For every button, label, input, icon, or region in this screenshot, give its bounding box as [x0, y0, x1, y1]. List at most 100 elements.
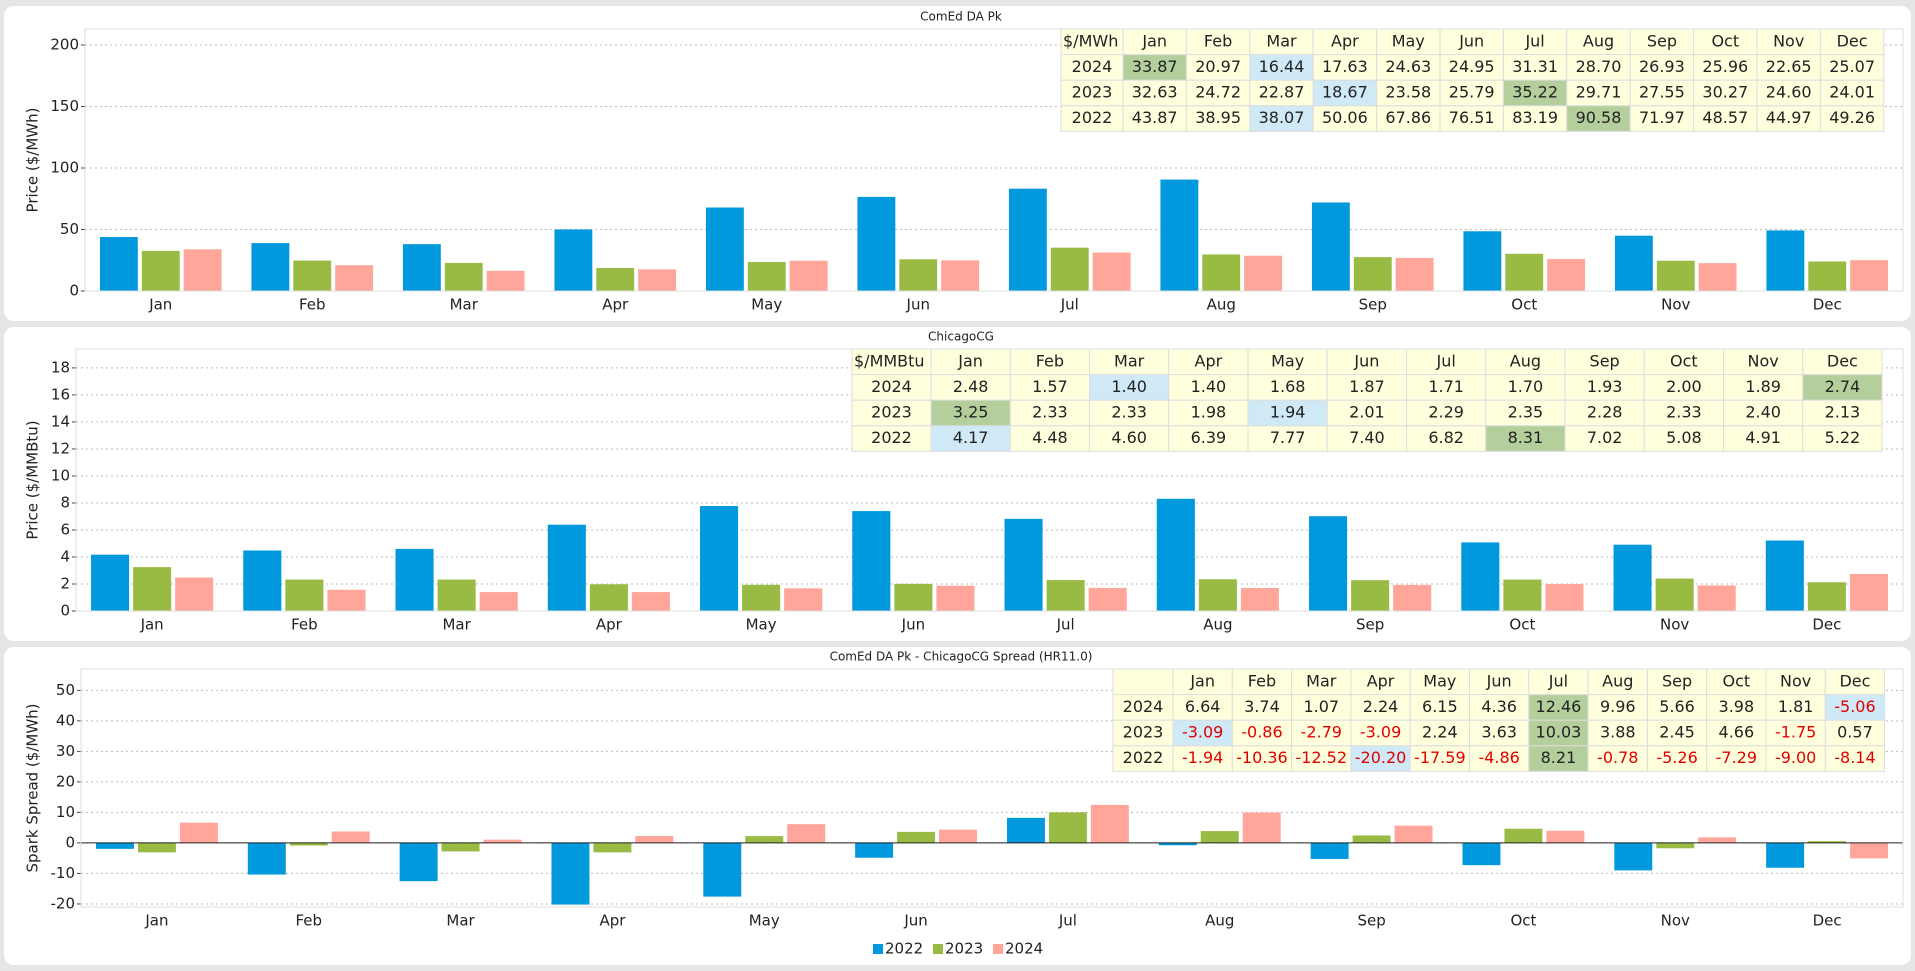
table-cell — [1231, 668, 1293, 696]
table-value: 24.60 — [1766, 83, 1812, 102]
table-value: 22.65 — [1766, 57, 1812, 76]
table-value: -5.06 — [1834, 697, 1875, 716]
table-row-header: 2023 — [1072, 83, 1113, 102]
x-tick-label: Sep — [1356, 616, 1384, 634]
bar — [1242, 812, 1281, 843]
table-value: 2.24 — [1363, 697, 1399, 716]
plot-frame — [80, 668, 1904, 908]
table-cell — [1693, 105, 1758, 132]
table-cell — [1706, 668, 1767, 696]
table-column-header: Oct — [1711, 31, 1739, 50]
table-value: 2.74 — [1825, 377, 1861, 396]
table-value: -12.52 — [1295, 748, 1347, 767]
table-value: 31.31 — [1512, 57, 1558, 76]
table-cell — [1168, 374, 1249, 401]
bar — [441, 842, 480, 852]
table-value: 4.36 — [1481, 697, 1517, 716]
table-value: 3.63 — [1481, 723, 1517, 742]
table-cell — [851, 425, 932, 452]
table-value: 3.25 — [953, 403, 989, 422]
bar — [631, 592, 670, 611]
table-cell — [1350, 668, 1411, 696]
table-cell — [1643, 425, 1724, 452]
y-tick-label: 150 — [50, 97, 79, 115]
table-cell — [1802, 348, 1883, 376]
y-tick-label: 6 — [60, 520, 70, 538]
x-tick-label: Apr — [602, 296, 629, 314]
table-value: 22.87 — [1259, 83, 1305, 102]
table-cell — [1819, 79, 1885, 107]
table-row-header: 2024 — [871, 377, 912, 396]
bar — [1547, 259, 1586, 291]
x-tick-label: Sep — [1359, 296, 1387, 314]
bar — [395, 548, 434, 611]
bar — [1807, 582, 1846, 611]
bar — [293, 260, 332, 291]
bar — [486, 270, 525, 291]
table-cell — [1587, 745, 1648, 772]
table-value: 30.27 — [1702, 83, 1748, 102]
legend-label: 2024 — [1005, 940, 1043, 958]
bar — [789, 260, 828, 291]
table-column-header: Mar — [1306, 671, 1337, 690]
table-cell — [1249, 79, 1314, 107]
table-cell — [1693, 28, 1758, 56]
table-cell — [1587, 719, 1648, 747]
table-value: 25.96 — [1702, 57, 1748, 76]
table-value: 2.28 — [1587, 403, 1623, 422]
bar — [899, 259, 938, 291]
bar — [483, 839, 522, 843]
table-row-header: 2023 — [871, 403, 912, 422]
bar — [1198, 579, 1237, 611]
x-tick-label: Mar — [450, 296, 479, 314]
plot-frame — [84, 28, 1904, 292]
x-tick-label: Nov — [1660, 616, 1689, 634]
bar — [247, 842, 286, 875]
table-cell — [851, 399, 932, 427]
y-tick-label: 4 — [60, 547, 70, 565]
table-column-header: Jul — [1435, 351, 1455, 370]
bar — [852, 511, 891, 611]
table-cell — [1291, 694, 1352, 721]
table-cell — [1122, 79, 1187, 107]
table-value: -2.79 — [1301, 723, 1342, 742]
bar — [939, 829, 978, 843]
table-value: 2.33 — [1032, 403, 1068, 422]
table-column-header: Nov — [1773, 31, 1804, 50]
table-cell — [1566, 28, 1631, 56]
table-cell — [1406, 425, 1487, 452]
table-column-header: Oct — [1670, 351, 1698, 370]
bar — [742, 584, 781, 611]
table-value: 49.26 — [1829, 108, 1875, 127]
x-tick-label: Dec — [1812, 616, 1841, 634]
bar — [894, 583, 933, 611]
table-value: 20.97 — [1195, 57, 1241, 76]
table-cell — [1469, 668, 1530, 696]
table-column-header: Dec — [1837, 31, 1868, 50]
y-tick-label: 200 — [50, 35, 79, 53]
table-cell — [1060, 79, 1124, 107]
table-column-header: Jan — [957, 351, 983, 370]
bar — [1808, 261, 1847, 291]
bar — [1765, 540, 1804, 611]
table-column-header: Apr — [1195, 351, 1223, 370]
table-cell — [1312, 54, 1378, 81]
x-tick-label: Oct — [1509, 616, 1535, 634]
table-value: 1.87 — [1349, 377, 1385, 396]
table-row-header: 2023 — [1123, 723, 1164, 742]
table-cell — [1469, 719, 1530, 747]
bar — [547, 524, 586, 611]
bar — [479, 592, 518, 611]
bar — [1090, 804, 1129, 843]
bar — [1353, 257, 1392, 291]
y-tick-label: 2 — [60, 574, 70, 592]
chart-title: ChicagoCG — [928, 330, 994, 344]
table-value: 5.22 — [1825, 428, 1861, 447]
bar — [1240, 588, 1279, 611]
bar — [1462, 842, 1501, 866]
y-tick-label: 50 — [60, 220, 79, 238]
y-tick-label: 100 — [50, 158, 79, 176]
bar — [1351, 580, 1390, 611]
table-cell — [1376, 54, 1441, 81]
